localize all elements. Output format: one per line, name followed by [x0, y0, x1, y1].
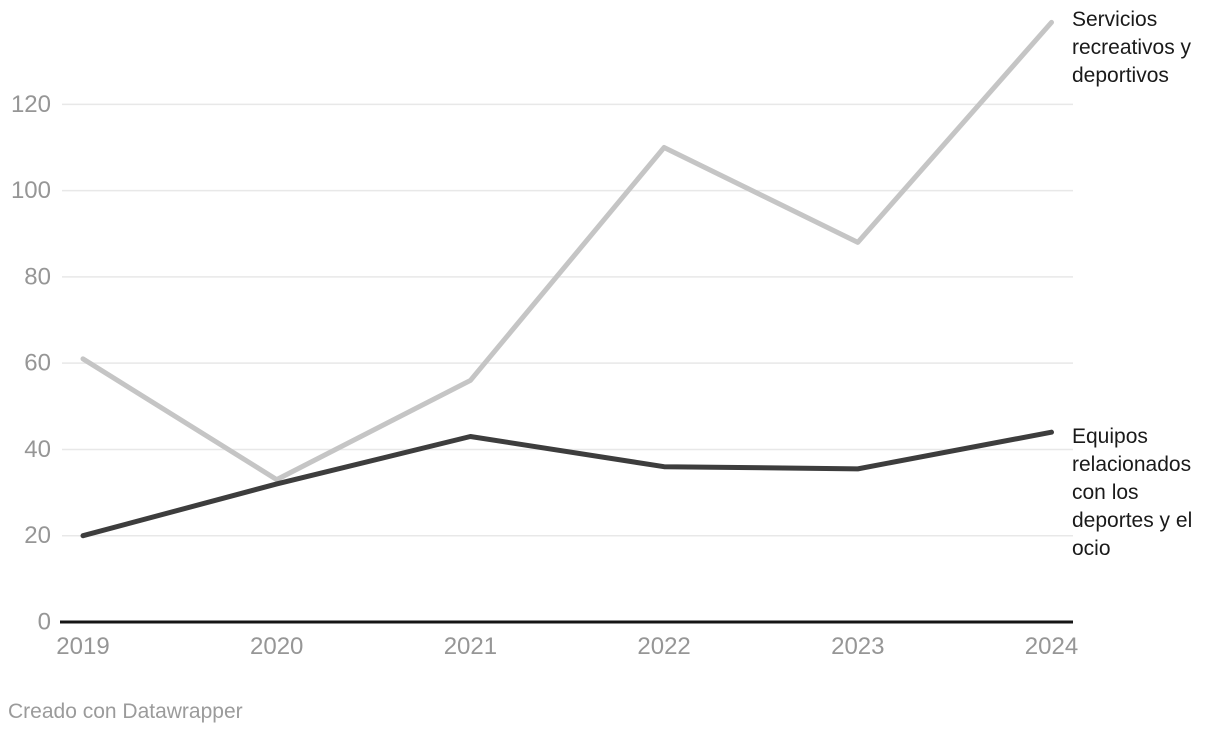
y-tick-label: 100	[11, 177, 51, 204]
x-tick-label: 2021	[444, 633, 497, 660]
x-tick-label: 2020	[250, 633, 303, 660]
series-label-equipos: Equipos relacionados con los deportes y el o…	[1072, 423, 1218, 563]
y-tick-label: 0	[38, 609, 51, 636]
x-tick-label: 2019	[56, 633, 109, 660]
series-label-line: deportes y el	[1072, 509, 1193, 532]
y-tick-label: 80	[24, 263, 51, 290]
series-label-line: Equipos	[1072, 425, 1148, 448]
credit-text: Creado con Datawrapper	[8, 700, 243, 723]
series-label-line: recreativos y	[1072, 36, 1192, 59]
series-label-line: ocio	[1072, 537, 1111, 560]
x-tick-label: 2023	[831, 633, 884, 660]
y-tick-label: 60	[24, 350, 51, 377]
series-label-line: relacionados	[1072, 453, 1192, 476]
series-label-line: Servicios	[1072, 8, 1158, 31]
series-line-servicios	[80, 19, 1054, 483]
y-tick-label: 120	[11, 91, 51, 118]
y-tick-label: 40	[24, 436, 51, 463]
series-label-servicios: Servicios recreativos y deportivos	[1072, 6, 1218, 90]
series-line-equipos	[80, 429, 1054, 539]
x-tick-label: 2024	[1025, 633, 1078, 660]
series-label-line: con los	[1072, 481, 1139, 504]
series-label-line: deportivos	[1072, 64, 1169, 87]
x-tick-label: 2022	[637, 633, 690, 660]
y-tick-label: 20	[24, 522, 51, 549]
